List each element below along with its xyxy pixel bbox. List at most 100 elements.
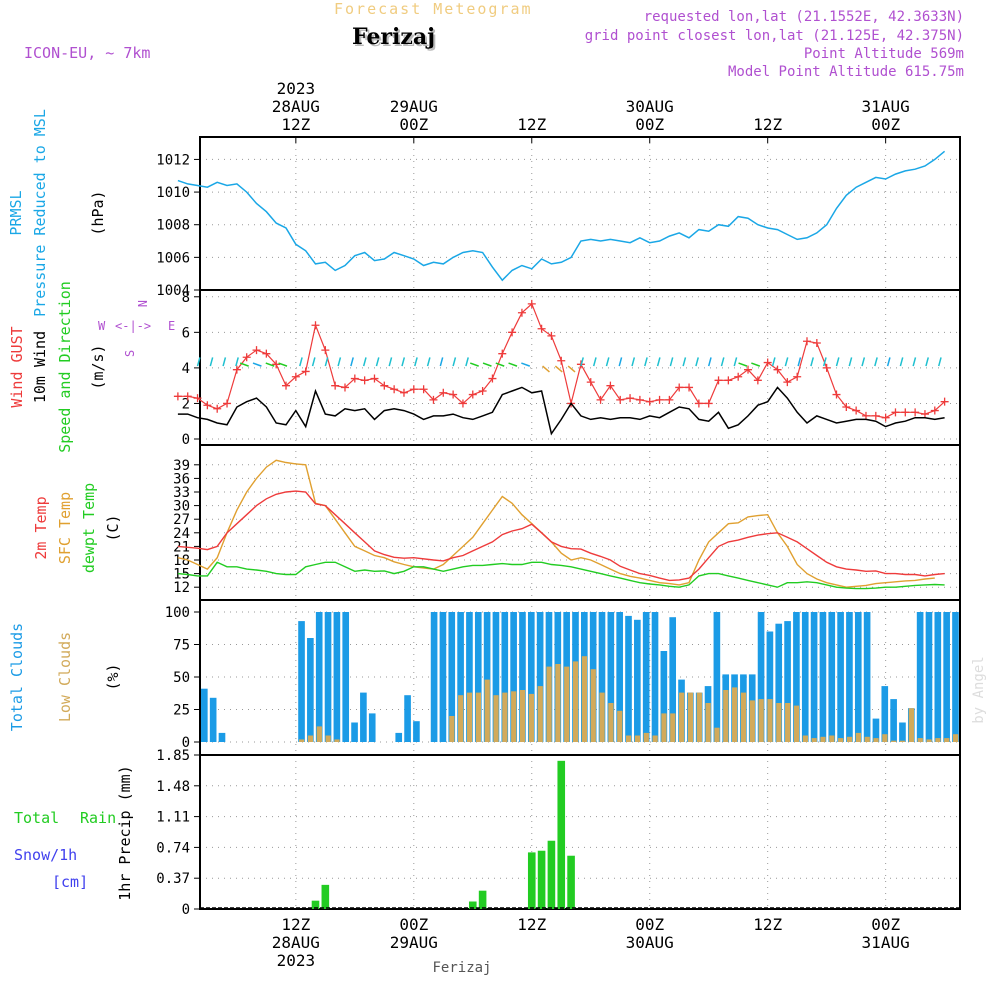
wind-gust-marker (626, 394, 635, 403)
wind-gust-marker (852, 406, 861, 415)
total-cloud-bar (660, 651, 668, 742)
wind-gust-marker (419, 385, 428, 394)
wind-gust-marker (940, 397, 949, 406)
wind-direction-arrow (797, 357, 802, 367)
wind-gust-marker (203, 401, 212, 410)
top-time-label: 00Z (635, 115, 664, 134)
low-cloud-bar (625, 735, 632, 742)
wind-gust-marker (173, 392, 182, 401)
wind-gust-marker (478, 387, 487, 395)
wind-direction-arrow (278, 362, 288, 367)
total-cloud-bar (934, 612, 942, 742)
total-cloud-bar (943, 612, 950, 742)
wind-direction-arrow (239, 362, 249, 367)
total-cloud-bar (448, 612, 456, 742)
low-cloud-bar (316, 726, 322, 742)
footer-location: Ferizaj (432, 960, 491, 976)
total-cloud-bar (360, 692, 367, 742)
wind-gust-marker (498, 349, 507, 358)
low-cloud-bar (458, 695, 464, 742)
wind-gust-marker (517, 308, 526, 317)
wind-direction-arrow (265, 362, 275, 367)
wind-direction-arrow (580, 357, 584, 367)
wind-direction-arrow (508, 362, 518, 367)
wind-direction-arrow (521, 362, 531, 367)
total-cloud-bar (810, 612, 818, 742)
wind-speed-line (177, 386, 945, 436)
low-cloud-bar (528, 693, 535, 742)
low-cloud-bar (484, 679, 490, 742)
total-cloud-bar (757, 612, 765, 742)
low-cloud-bar (307, 735, 314, 742)
total-cloud-bar (801, 612, 809, 742)
total-cloud-bar (598, 612, 606, 742)
wind-gust-marker (557, 356, 566, 365)
precip-bar (567, 855, 575, 909)
wind-direction-arrow (771, 357, 776, 367)
temp-axis-label: 2m Temp (32, 496, 50, 559)
wind-direction-arrow (426, 357, 431, 367)
wind-direction-arrow (414, 357, 418, 367)
wind-direction-arrow (388, 357, 393, 367)
clouds-tick-label: 75 (173, 638, 190, 654)
wind-gust-marker (232, 365, 241, 374)
wind-tick-label: 2 (182, 396, 190, 412)
wind-direction-arrow (375, 357, 380, 367)
wind-panel: 0 2 4 6 8 (182, 289, 961, 448)
total-cloud-bar (766, 631, 774, 742)
wind-direction-arrow (669, 357, 674, 367)
wind-direction-arrow (886, 357, 891, 367)
wind-gust-marker (350, 374, 359, 383)
wind-gust-marker (881, 413, 890, 422)
wind-tick-label: 0 (182, 432, 190, 448)
wind-direction-arrow (695, 357, 699, 367)
total-cloud-bar (952, 612, 959, 742)
wind-gust-marker (272, 360, 281, 369)
low-cloud-bar (767, 699, 773, 742)
wind-direction-arrow (592, 357, 597, 367)
low-cloud-bar (661, 713, 667, 742)
total-cloud-bar (872, 718, 880, 742)
wind-gust-marker (183, 392, 192, 401)
total-cloud-bar (536, 612, 544, 742)
total-cloud-bar (342, 612, 350, 742)
low-cloud-bar (449, 716, 455, 742)
clouds-axis-label: Low Clouds (56, 632, 74, 722)
wind-gust-marker (930, 406, 939, 415)
wind-gust-marker (586, 378, 595, 387)
clouds-tick-label: 50 (173, 670, 190, 686)
wind-gust-marker (508, 328, 517, 337)
total-cloud-bar (819, 612, 827, 742)
low-cloud-bar (299, 739, 305, 742)
wind-tick-label: 8 (182, 290, 190, 306)
bottom-time-label: 00Z (635, 915, 664, 934)
low-cloud-bar (811, 738, 817, 742)
wind-direction-arrow (738, 362, 748, 367)
wind-gust-marker (291, 372, 300, 381)
precip-bar (547, 840, 556, 909)
low-cloud-bar (687, 692, 694, 742)
total-cloud-bar (510, 612, 517, 742)
wind-direction-arrow (362, 357, 367, 367)
low-cloud-bar (670, 713, 676, 742)
wind-gust-marker (458, 399, 467, 408)
t2m-line (177, 490, 945, 582)
low-cloud-bar (785, 703, 791, 742)
total-cloud-bar (846, 612, 853, 742)
wind-direction-arrow (618, 357, 623, 367)
watermark: by Angel (971, 656, 987, 723)
precip-snow-label: Snow/1h (14, 846, 77, 864)
low-cloud-bar (802, 735, 808, 742)
precip-bar (321, 884, 330, 909)
low-cloud-bar (511, 691, 517, 742)
total-cloud-bar (457, 612, 464, 742)
pressure-axis-label: Pressure Reduced to MSL (31, 109, 49, 317)
wind-axis-label: Wind GUST (8, 326, 26, 407)
total-cloud-bar (315, 612, 323, 742)
total-cloud-bar (351, 722, 358, 742)
model-altitude: Model Point Altitude 615.75m (727, 64, 964, 80)
wind-gust-marker (861, 411, 870, 420)
low-cloud-bar (732, 687, 738, 742)
total-cloud-bar (466, 612, 473, 742)
